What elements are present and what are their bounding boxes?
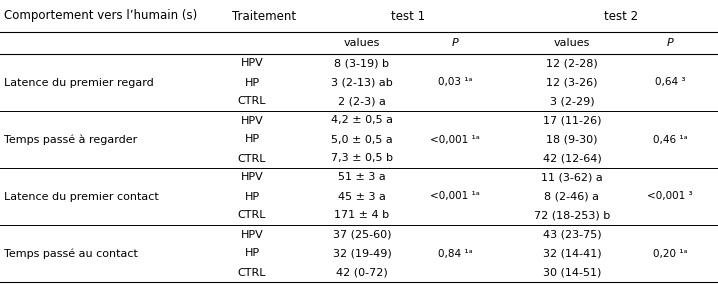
- Text: 43 (23-75): 43 (23-75): [543, 229, 601, 239]
- Text: 0,20 ¹ᵃ: 0,20 ¹ᵃ: [653, 248, 687, 258]
- Text: values: values: [554, 38, 590, 48]
- Text: test 1: test 1: [391, 9, 426, 22]
- Text: 51 ± 3 a: 51 ± 3 a: [338, 172, 386, 183]
- Text: CTRL: CTRL: [238, 268, 266, 277]
- Text: CTRL: CTRL: [238, 97, 266, 106]
- Text: 45 ± 3 a: 45 ± 3 a: [338, 191, 386, 202]
- Text: 37 (25-60): 37 (25-60): [332, 229, 391, 239]
- Text: 171 ± 4 b: 171 ± 4 b: [335, 210, 390, 220]
- Text: 12 (3-26): 12 (3-26): [546, 78, 598, 87]
- Text: 42 (0-72): 42 (0-72): [336, 268, 388, 277]
- Text: 3 (2-13) ab: 3 (2-13) ab: [331, 78, 393, 87]
- Text: 17 (11-26): 17 (11-26): [543, 116, 601, 126]
- Text: 18 (9-30): 18 (9-30): [546, 135, 598, 145]
- Text: HP: HP: [244, 78, 260, 87]
- Text: values: values: [344, 38, 381, 48]
- Text: 0,03 ¹ᵃ: 0,03 ¹ᵃ: [438, 78, 472, 87]
- Text: Comportement vers l’humain (s): Comportement vers l’humain (s): [4, 9, 197, 22]
- Text: P: P: [452, 38, 458, 48]
- Text: <0,001 ¹ᵃ: <0,001 ¹ᵃ: [430, 135, 480, 145]
- Text: HP: HP: [244, 248, 260, 258]
- Text: HP: HP: [244, 135, 260, 145]
- Text: 8 (3-19) b: 8 (3-19) b: [335, 59, 389, 68]
- Text: 0,84 ¹ᵃ: 0,84 ¹ᵃ: [438, 248, 472, 258]
- Text: Latence du premier regard: Latence du premier regard: [4, 78, 154, 87]
- Text: 7,3 ± 0,5 b: 7,3 ± 0,5 b: [331, 153, 393, 164]
- Text: 8 (2-46) a: 8 (2-46) a: [544, 191, 600, 202]
- Text: HPV: HPV: [241, 116, 264, 126]
- Text: CTRL: CTRL: [238, 210, 266, 220]
- Text: <0,001 ³: <0,001 ³: [647, 191, 693, 202]
- Text: HP: HP: [244, 191, 260, 202]
- Text: CTRL: CTRL: [238, 153, 266, 164]
- Text: 12 (2-28): 12 (2-28): [546, 59, 598, 68]
- Text: 0,46 ¹ᵃ: 0,46 ¹ᵃ: [653, 135, 687, 145]
- Text: 11 (3-62) a: 11 (3-62) a: [541, 172, 603, 183]
- Text: 32 (14-41): 32 (14-41): [543, 248, 601, 258]
- Text: 0,64 ³: 0,64 ³: [655, 78, 685, 87]
- Text: Traitement: Traitement: [232, 9, 296, 22]
- Text: 30 (14-51): 30 (14-51): [543, 268, 601, 277]
- Text: 3 (2-29): 3 (2-29): [550, 97, 595, 106]
- Text: 4,2 ± 0,5 a: 4,2 ± 0,5 a: [331, 116, 393, 126]
- Text: <0,001 ¹ᵃ: <0,001 ¹ᵃ: [430, 191, 480, 202]
- Text: 72 (18-253) b: 72 (18-253) b: [534, 210, 610, 220]
- Text: P: P: [666, 38, 673, 48]
- Text: 42 (12-64): 42 (12-64): [543, 153, 602, 164]
- Text: 5,0 ± 0,5 a: 5,0 ± 0,5 a: [331, 135, 393, 145]
- Text: 2 (2-3) a: 2 (2-3) a: [338, 97, 386, 106]
- Text: 32 (19-49): 32 (19-49): [332, 248, 391, 258]
- Text: Latence du premier contact: Latence du premier contact: [4, 191, 159, 202]
- Text: HPV: HPV: [241, 172, 264, 183]
- Text: HPV: HPV: [241, 59, 264, 68]
- Text: test 2: test 2: [604, 9, 638, 22]
- Text: Temps passé au contact: Temps passé au contact: [4, 248, 138, 259]
- Text: Temps passé à regarder: Temps passé à regarder: [4, 134, 137, 145]
- Text: HPV: HPV: [241, 229, 264, 239]
